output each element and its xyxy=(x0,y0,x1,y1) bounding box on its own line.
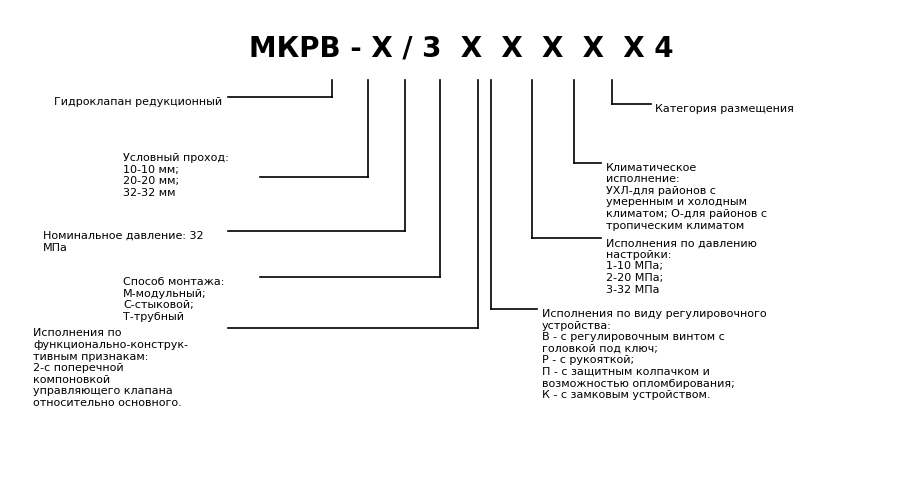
Text: Номинальное давление: 32
МПа: Номинальное давление: 32 МПа xyxy=(42,231,203,252)
Text: Категория размещения: Категория размещения xyxy=(655,104,795,114)
Text: Условный проход:
10-10 мм;
20-20 мм;
32-32 мм: Условный проход: 10-10 мм; 20-20 мм; 32-… xyxy=(123,153,229,198)
Text: Исполнения по давлению
настройки:
1-10 МПа;
2-20 МПа;
3-32 МПа: Исполнения по давлению настройки: 1-10 М… xyxy=(606,238,757,295)
Text: Способ монтажа:
М-модульный;
С-стыковой;
Т-трубный: Способ монтажа: М-модульный; С-стыковой;… xyxy=(123,277,224,322)
Text: Исполнения по виду регулировочного
устройства:
В - с регулировочным винтом с
гол: Исполнения по виду регулировочного устро… xyxy=(542,309,767,400)
Text: МКРВ - Х / 3  Х  Х  Х  Х  Х 4: МКРВ - Х / 3 Х Х Х Х Х 4 xyxy=(249,34,674,62)
Text: Климатическое
исполнение:
УХЛ-для районов с
умеренным и холодным
климатом; О-для: Климатическое исполнение: УХЛ-для районо… xyxy=(606,163,767,231)
Text: Исполнения по
функционально-конструк-
тивным признакам:
2-с поперечной
компоновк: Исполнения по функционально-конструк- ти… xyxy=(33,328,188,408)
Text: Гидроклапан редукционный: Гидроклапан редукционный xyxy=(54,97,222,107)
